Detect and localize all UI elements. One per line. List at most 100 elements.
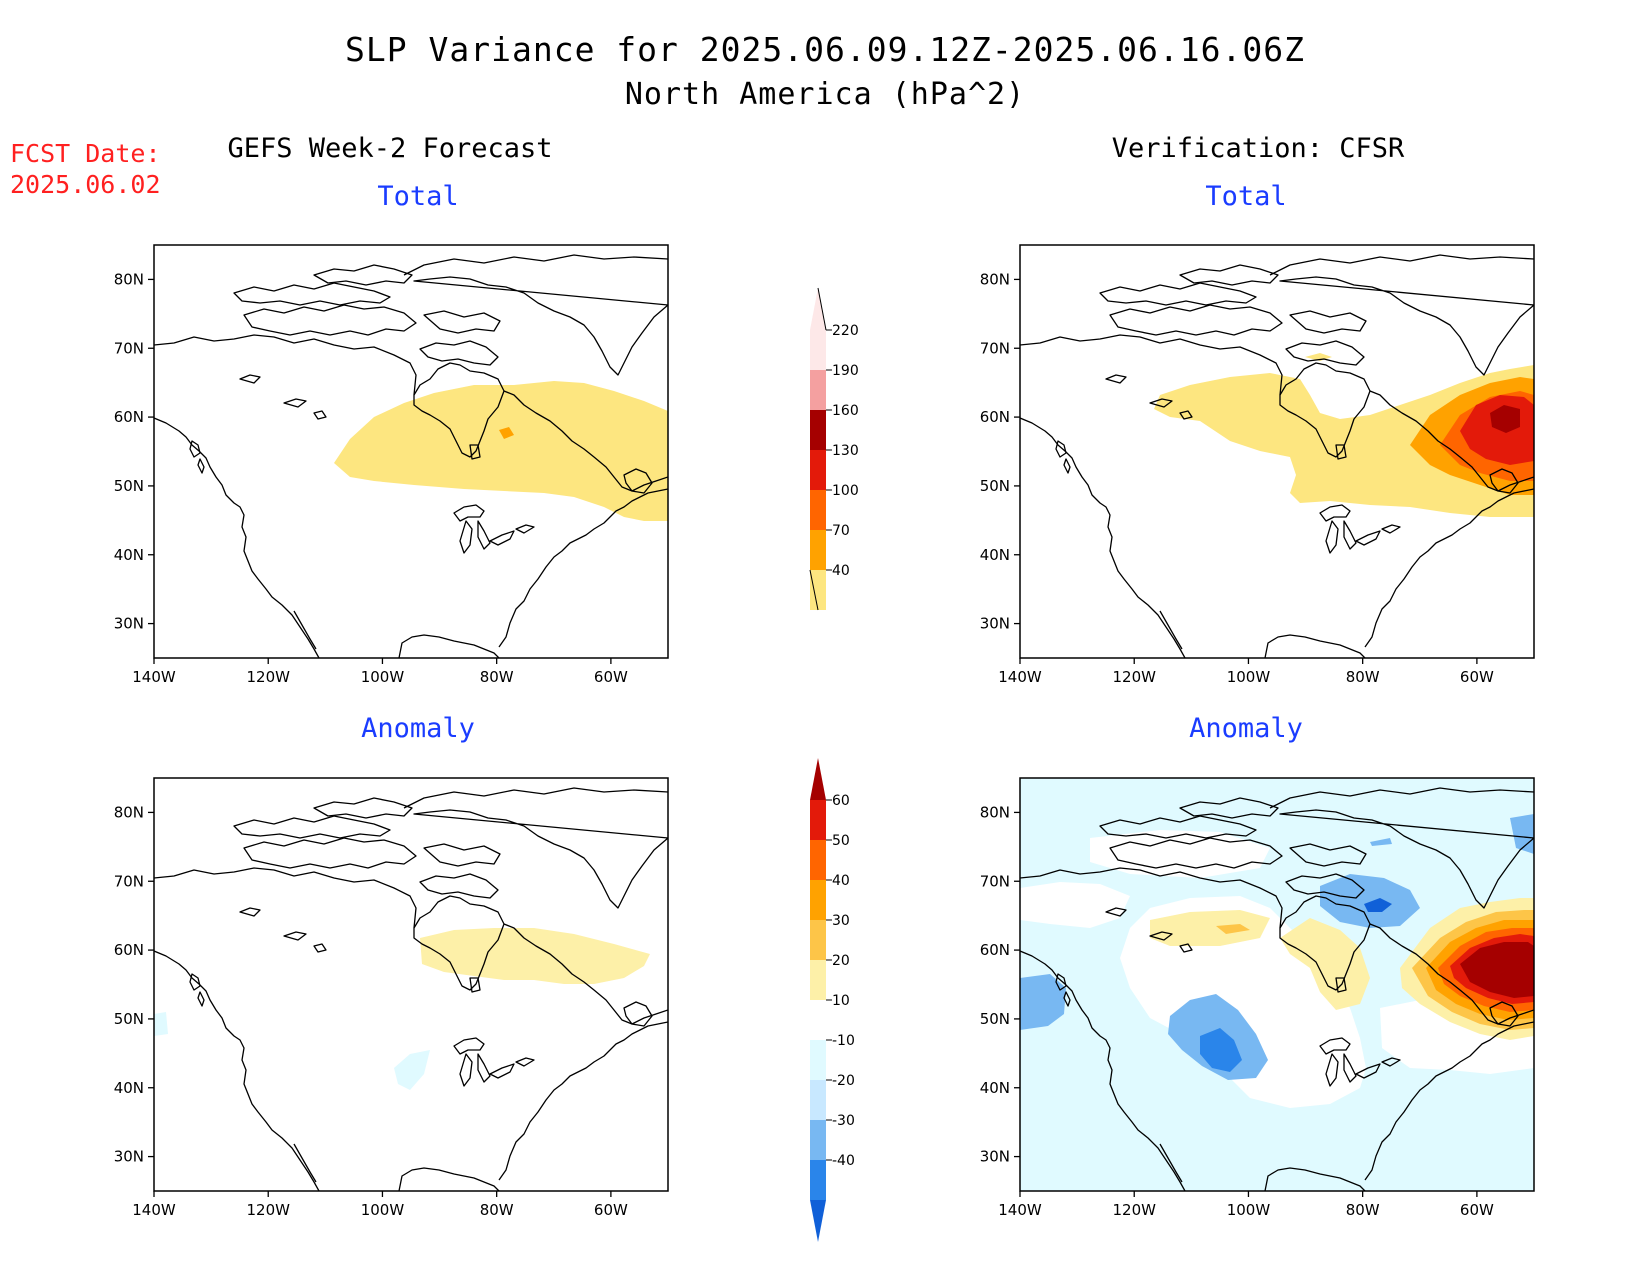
lon-axis: 140W 120W 100W 80W 60W: [132, 658, 628, 686]
lon-axis: 140W 120W 100W 80W 60W: [998, 658, 1494, 686]
lat-tick-label: 60N: [114, 941, 144, 959]
colorbar-label: 50: [832, 833, 850, 849]
lon-tick-label: 120W: [1112, 1201, 1156, 1219]
colorbar-swatch: [810, 1040, 826, 1080]
lat-tick-label: 70N: [980, 872, 1010, 890]
colorbar-swatch: [810, 960, 826, 1000]
panel-fcst-total: 80N 70N 60N 50N 40N 30N 140W 120W 100W 80W 60W: [114, 244, 669, 686]
lon-tick-label: 60W: [1460, 668, 1494, 686]
colorbar-swatch: [810, 330, 826, 370]
lon-tick-label: 100W: [361, 668, 405, 686]
contour-neg40-neg30: [1364, 898, 1392, 912]
colorbar-label: 220: [832, 323, 859, 339]
lon-tick-label: 60W: [594, 1201, 628, 1219]
lon-axis: 140W 120W 100W 80W 60W: [998, 1191, 1494, 1219]
contour-10-20: [420, 928, 650, 984]
lon-tick-label: 80W: [480, 668, 514, 686]
colorbar-label: 60: [832, 793, 850, 809]
contour-neg20-neg10: [154, 1012, 168, 1036]
lat-tick-label: 60N: [980, 408, 1010, 426]
lat-axis: 80N 70N 60N 50N 40N 30N: [980, 803, 1020, 1166]
map-frame: [1019, 244, 1535, 659]
contour-10-20: [1280, 918, 1370, 1010]
lon-tick-label: 80W: [480, 1201, 514, 1219]
colorbar-label: 40: [832, 563, 850, 579]
contour-neg30-neg20: [1510, 814, 1534, 854]
colorbar-swatch: [810, 490, 826, 530]
colorbar-swatch: [810, 370, 826, 410]
colorbar-label: -10: [832, 1033, 855, 1049]
lon-axis: 140W 120W 100W 80W 60W: [132, 1191, 628, 1219]
colorbar-swatch: [810, 570, 826, 610]
map-frame: [153, 244, 669, 659]
lat-axis: 80N 70N 60N 50N 40N 30N: [980, 270, 1020, 633]
lat-tick-label: 80N: [980, 270, 1010, 288]
anomaly-colorbar: -40 -30 -20 -10 10 20 30 40 50 60: [810, 758, 855, 1242]
fcst-date-label: FCST Date:: [10, 139, 161, 168]
left-column-title: GEFS Week-2 Forecast: [227, 133, 553, 164]
contour-40-70: [334, 381, 668, 521]
lon-tick-label: 100W: [1227, 1201, 1271, 1219]
lat-tick-label: 60N: [980, 941, 1010, 959]
colorbar-bottom-edge: [809, 569, 819, 611]
contour-neg30-neg20: [1020, 974, 1066, 1030]
colorbar-swatch: [810, 800, 826, 840]
lon-tick-label: 140W: [132, 1201, 176, 1219]
colorbar-label: 130: [832, 443, 859, 459]
colorbar-swatch: [810, 1000, 826, 1040]
lat-tick-label: 60N: [114, 408, 144, 426]
contour-neg40-neg30: [1200, 1028, 1242, 1072]
fcst-anom-title: Anomaly: [361, 713, 475, 744]
colorbar-swatch: [810, 410, 826, 450]
lat-tick-label: 80N: [114, 803, 144, 821]
colorbar-label: -30: [832, 1113, 855, 1129]
colorbar-top-triangle: [810, 288, 826, 330]
chart-subtitle: North America (hPa^2): [624, 77, 1026, 112]
lat-tick-label: 40N: [114, 546, 144, 564]
contour-160-190: [1490, 405, 1520, 433]
chart-title: SLP Variance for 2025.06.09.12Z-2025.06.…: [345, 30, 1305, 69]
map-frame: [153, 777, 669, 1192]
colorbar-swatch: [810, 450, 826, 490]
lat-tick-label: 30N: [980, 1148, 1010, 1166]
lon-tick-label: 100W: [361, 1201, 405, 1219]
lon-tick-label: 120W: [246, 668, 290, 686]
lat-tick-label: 70N: [114, 872, 144, 890]
lon-tick-label: 80W: [1346, 668, 1380, 686]
colorbar-swatch: [810, 1120, 826, 1160]
lat-tick-label: 50N: [980, 1010, 1010, 1028]
contour-20-30: [1216, 924, 1250, 934]
verif-anom-title: Anomaly: [1189, 713, 1303, 744]
colorbar-swatch: [810, 530, 826, 570]
panel-fcst-anom: 80N 70N 60N 50N 40N 30N 140W 120W 100W 80W 60W: [114, 777, 669, 1219]
fcst-date: FCST Date: 2025.06.02: [10, 138, 161, 200]
fcst-total-title: Total: [377, 181, 459, 212]
colorbar-top-edge: [817, 287, 827, 331]
contour-70-100: [499, 427, 514, 439]
lat-tick-label: 70N: [980, 339, 1010, 357]
lat-tick-label: 40N: [114, 1079, 144, 1097]
panel-verif-anom: 80N 70N 60N 50N 40N 30N 140W 120W 100W 80W 60W: [980, 777, 1535, 1219]
contour-neg20-neg10: [394, 1050, 430, 1090]
lon-tick-label: 140W: [132, 668, 176, 686]
contour-over60: [1460, 942, 1534, 998]
lat-tick-label: 30N: [114, 615, 144, 633]
verif-total-title: Total: [1205, 181, 1287, 212]
lon-tick-label: 60W: [1460, 1201, 1494, 1219]
panel-verif-total: 80N 70N 60N 50N 40N 30N 140W 120W 100W 80W 60W: [980, 244, 1535, 686]
contour-40-70: [1154, 365, 1534, 517]
contour-neg30-neg20: [1320, 874, 1420, 928]
lat-tick-label: 40N: [980, 1079, 1010, 1097]
lon-tick-label: 120W: [246, 1201, 290, 1219]
colorbar-label: 160: [832, 403, 859, 419]
colorbar-label: 10: [832, 993, 850, 1009]
lon-tick-label: 120W: [1112, 668, 1156, 686]
lat-tick-label: 50N: [980, 477, 1010, 495]
fcst-date-value: 2025.06.02: [10, 170, 161, 199]
lat-tick-label: 30N: [114, 1148, 144, 1166]
lon-tick-label: 140W: [998, 668, 1042, 686]
colorbar-top-triangle: [810, 758, 826, 800]
lon-tick-label: 60W: [594, 668, 628, 686]
lat-tick-label: 50N: [114, 1010, 144, 1028]
